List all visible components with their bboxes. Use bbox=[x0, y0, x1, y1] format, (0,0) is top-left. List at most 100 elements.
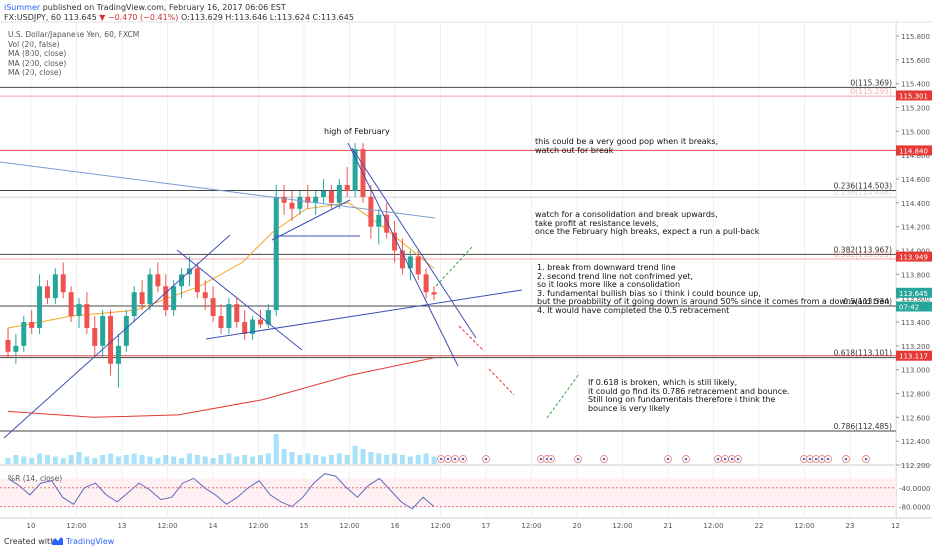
legend-ma200[interactable]: MA (200, close) bbox=[8, 58, 67, 68]
price-tick-label: 113.000 bbox=[901, 367, 930, 375]
volume-bar bbox=[13, 455, 19, 464]
event-flag-dot bbox=[684, 457, 688, 461]
volume-bar bbox=[139, 455, 145, 464]
price-tick-label: 115.400 bbox=[901, 81, 930, 89]
candle-body bbox=[265, 310, 271, 325]
trendline-down-1[interactable] bbox=[176, 249, 303, 351]
volume-bar bbox=[305, 453, 311, 464]
event-flag-dot bbox=[736, 457, 740, 461]
time-tick-label: 12:00 bbox=[612, 522, 632, 530]
time-tick-label: 12:00 bbox=[339, 522, 359, 530]
volume-bar bbox=[29, 458, 35, 464]
price-tag-label: 113.645 bbox=[899, 290, 928, 298]
price-tag bbox=[896, 287, 932, 298]
author-link[interactable]: iSummer bbox=[4, 3, 41, 12]
event-flag-dot bbox=[602, 457, 606, 461]
volume-bar bbox=[52, 456, 58, 464]
price-chart[interactable]: 0(115.369)0(115.295) 0.236(114.503)0.236(… bbox=[0, 0, 932, 533]
volume-bar bbox=[376, 453, 382, 464]
candle-body bbox=[376, 214, 382, 227]
time-tick-label: 12:00 bbox=[66, 522, 86, 530]
volume-bar bbox=[242, 455, 248, 464]
candle-body bbox=[336, 184, 342, 203]
annotation-fib618: If 0.618 is broken, which is still likel… bbox=[588, 378, 790, 413]
level-label: 0.382(113.929) bbox=[834, 250, 892, 259]
volume-bar bbox=[92, 458, 98, 464]
ohlc-line: FX:USDJPY, 60 113.645 ▼ −0.470 (−0.41%) … bbox=[4, 13, 354, 22]
level-label: 0.236(114.503) bbox=[834, 182, 892, 191]
time-tick-label: 21 bbox=[664, 522, 673, 530]
time-tick-label: 10 bbox=[27, 522, 36, 530]
candle-body bbox=[115, 345, 121, 364]
volume-bar bbox=[226, 453, 232, 464]
price-tag-label: 115.301 bbox=[899, 92, 928, 100]
candle-body bbox=[407, 256, 413, 269]
event-flag-dot bbox=[446, 457, 450, 461]
candle-body bbox=[273, 196, 279, 311]
time-tick-label: 22 bbox=[755, 522, 764, 530]
volume-bar bbox=[155, 458, 161, 464]
annotation-line: watch for a consolidation and break upwa… bbox=[535, 210, 718, 219]
candle-body bbox=[108, 316, 114, 364]
candle-body bbox=[123, 316, 129, 346]
annotation-line: so it looks more like a consolidation bbox=[537, 280, 681, 289]
trendline-consolidation[interactable] bbox=[271, 199, 351, 241]
legend-ma20[interactable]: MA (20, close) bbox=[8, 68, 62, 77]
candle-body bbox=[76, 304, 82, 317]
candle-body bbox=[368, 196, 374, 227]
candle-body bbox=[84, 304, 90, 328]
rsi-legend[interactable]: %R (14, close) bbox=[8, 474, 63, 483]
price-tag-label: 113.949 bbox=[899, 254, 928, 262]
publish-line: iSummer published on TradingView.com, Fe… bbox=[4, 3, 286, 12]
trend-lines[interactable] bbox=[0, 142, 580, 439]
annotation-line: 2. second trend line not confrimed yet, bbox=[537, 271, 694, 281]
candle-body bbox=[250, 319, 256, 334]
candle-body bbox=[194, 268, 200, 293]
volume-bar bbox=[147, 456, 153, 464]
legend-ma800[interactable]: MA (800, close) bbox=[8, 49, 67, 58]
candle-body bbox=[60, 274, 66, 293]
moving-averages bbox=[7, 202, 435, 418]
volume-bar bbox=[163, 455, 169, 464]
annotation-line: this could be a very good pop when it br… bbox=[535, 137, 719, 146]
legend-vol[interactable]: Vol (20, false) bbox=[8, 39, 60, 49]
annotation-line: 4. It would have completed the 0.5 retra… bbox=[537, 305, 730, 315]
arrow-up-2 bbox=[546, 373, 580, 419]
level-label: 0.618(113.101) bbox=[834, 349, 892, 358]
tradingview-brand[interactable]: TradingView bbox=[66, 537, 115, 546]
volume-bar bbox=[415, 455, 421, 464]
annotation-line: it could go find its 0.786 retracement a… bbox=[588, 386, 790, 396]
time-tick-label: 14 bbox=[209, 522, 218, 530]
volume-bar bbox=[431, 456, 437, 464]
trendline-down-2[interactable] bbox=[347, 142, 459, 367]
volume-bar bbox=[328, 455, 334, 464]
trendline-support[interactable] bbox=[205, 289, 523, 340]
volume-bar bbox=[202, 456, 208, 464]
price-tick-label: 114.600 bbox=[901, 176, 930, 184]
annotation-line: Still long on fundamentals therefore i t… bbox=[588, 395, 776, 404]
time-tick-label: 16 bbox=[391, 522, 400, 530]
event-icons[interactable] bbox=[437, 455, 870, 463]
volume-bar bbox=[100, 455, 106, 464]
volume-bar bbox=[344, 455, 350, 464]
event-flag-dot bbox=[539, 457, 543, 461]
volume-bar bbox=[281, 449, 287, 464]
candle-body bbox=[44, 286, 50, 299]
candle-body bbox=[29, 322, 35, 328]
trendline-up-long[interactable] bbox=[3, 234, 231, 439]
trendline-down-3[interactable] bbox=[351, 147, 477, 339]
volume-bar bbox=[194, 455, 200, 464]
candles bbox=[5, 143, 437, 388]
candle-body bbox=[147, 274, 153, 305]
volume-bar bbox=[313, 455, 319, 464]
level-label: 0(115.295) bbox=[850, 87, 892, 96]
created-with-label: Created with bbox=[4, 537, 56, 546]
candle-body bbox=[52, 274, 58, 299]
price-tag bbox=[896, 301, 932, 312]
volume-bar bbox=[297, 455, 303, 464]
candle-body bbox=[305, 196, 311, 203]
arrow-down-2 bbox=[488, 368, 515, 396]
ma200-line bbox=[7, 357, 435, 418]
volume-bar bbox=[76, 452, 82, 464]
volume-bar bbox=[37, 453, 43, 464]
